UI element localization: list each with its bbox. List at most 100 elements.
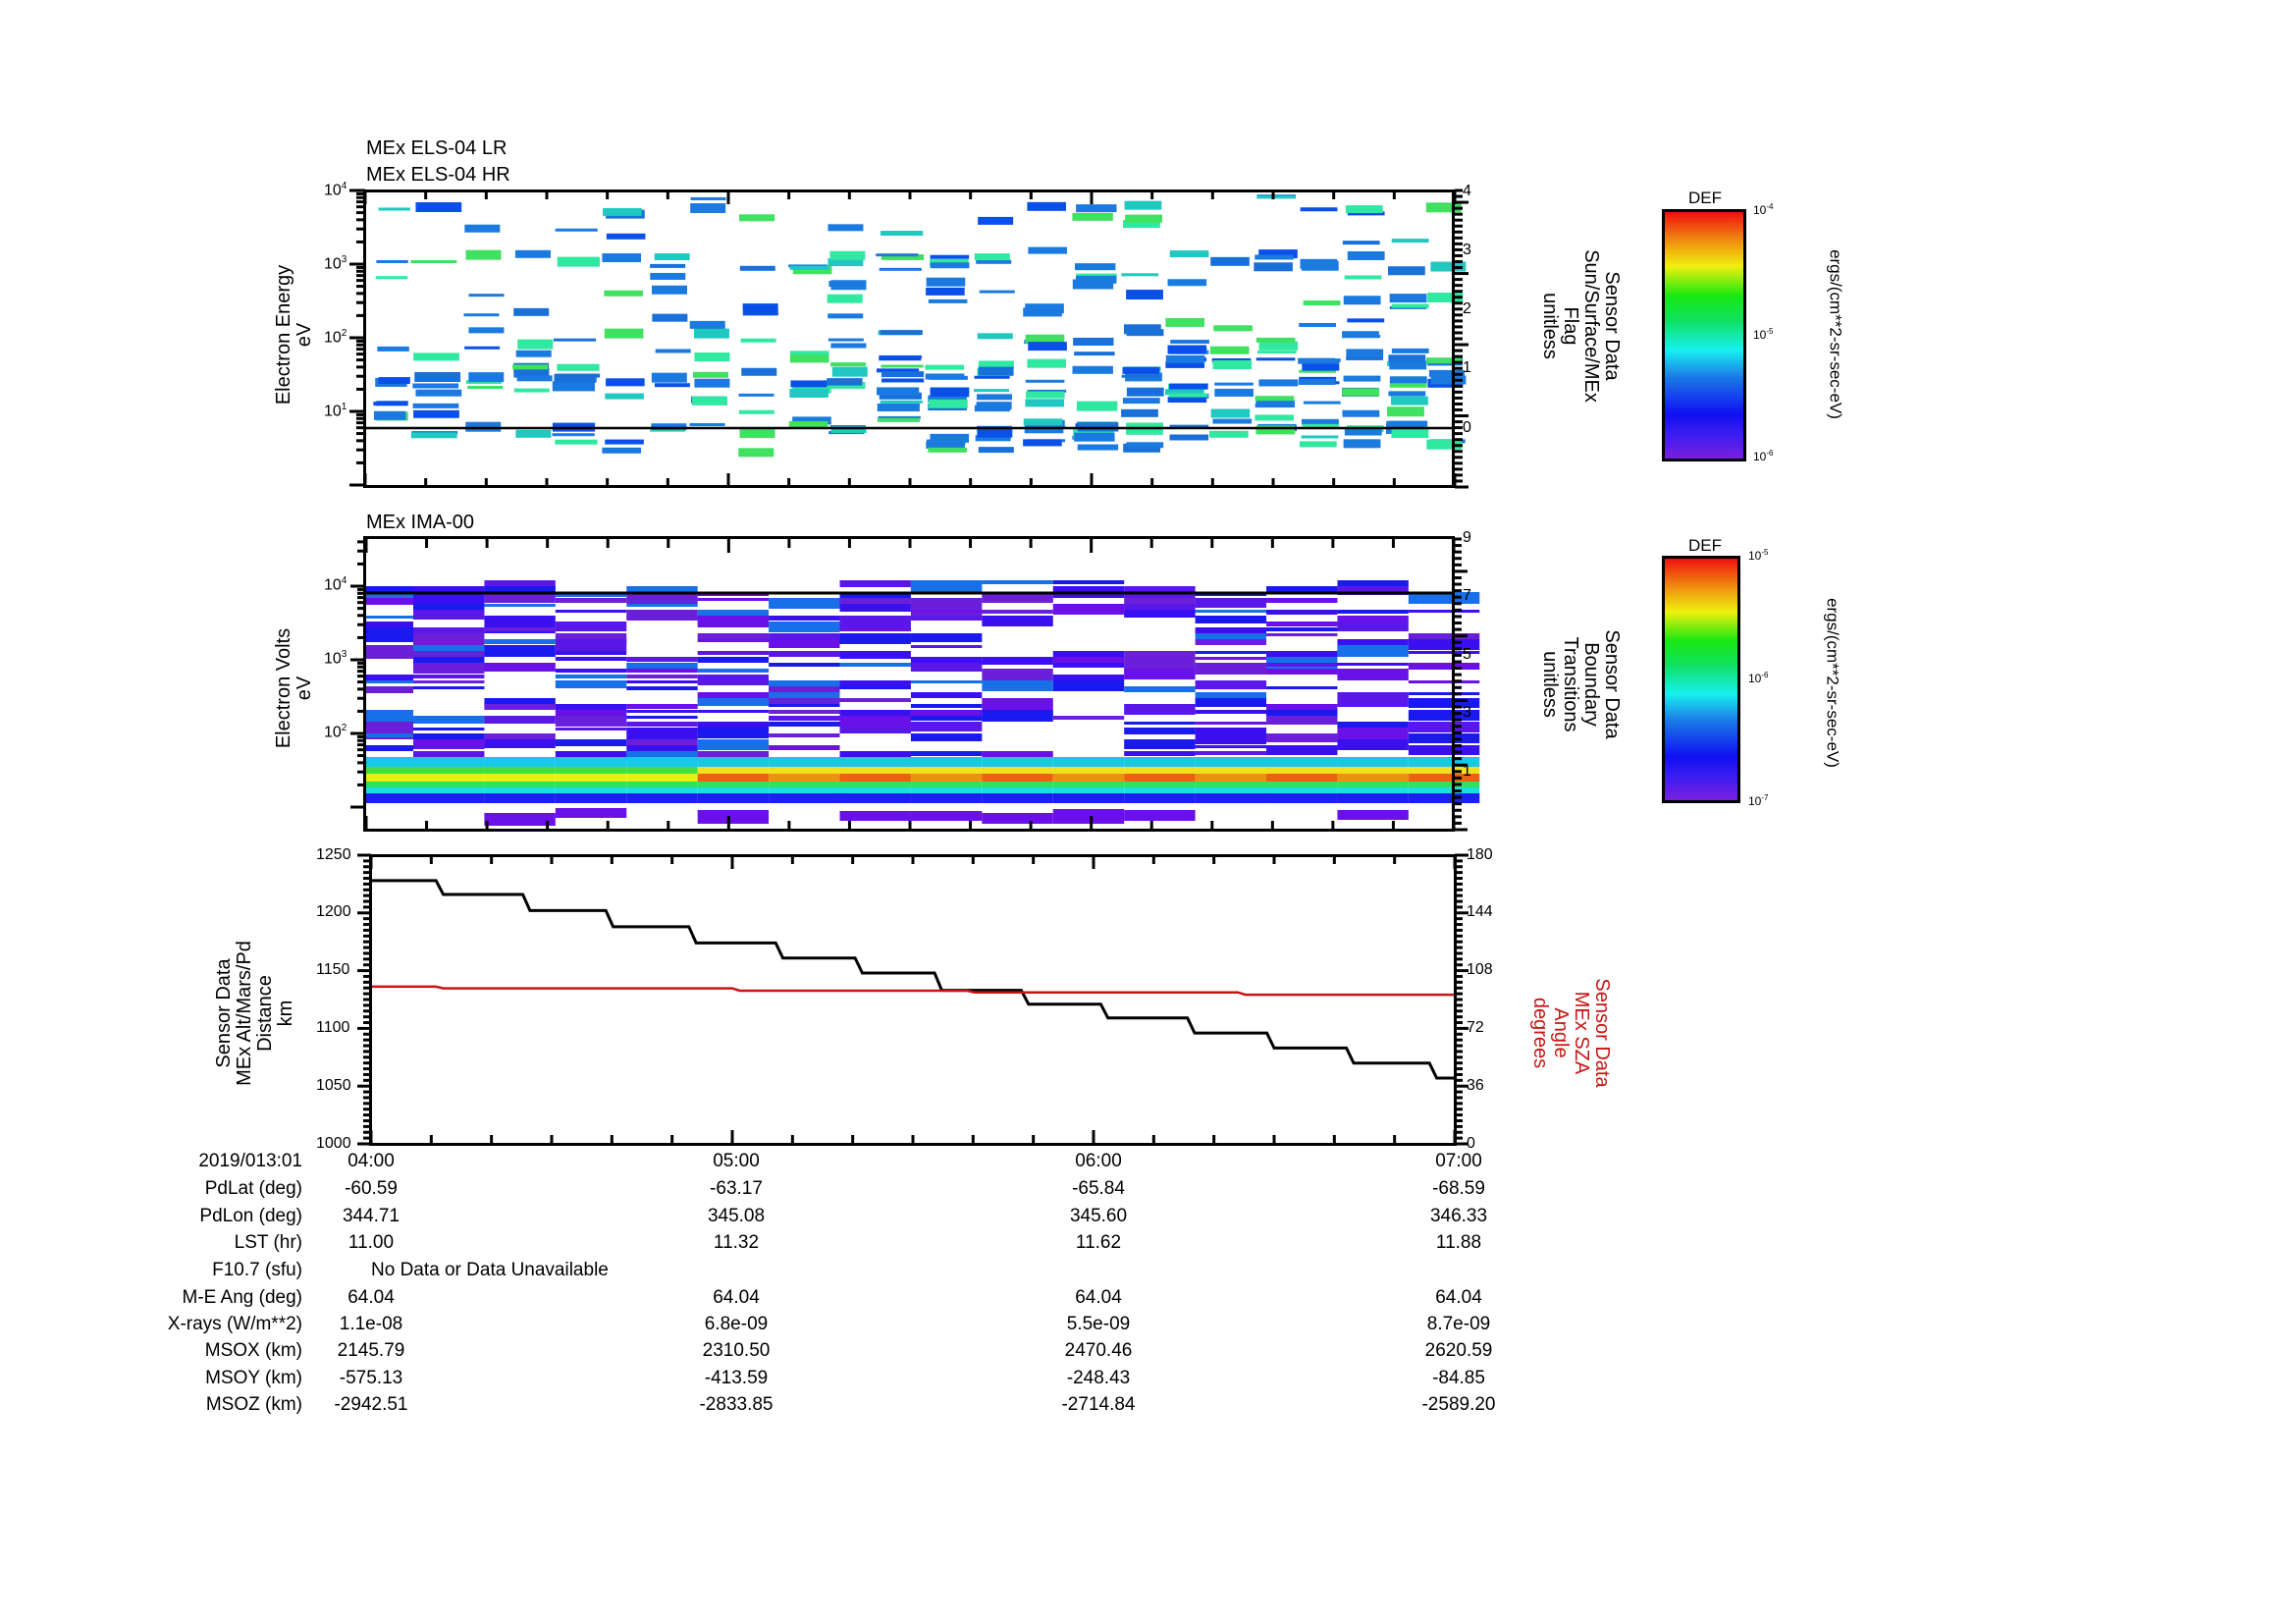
ima-cb-mid: 10-6: [1748, 671, 1769, 685]
eph-row-value: 64.04: [1435, 1287, 1482, 1308]
eph-row-value: 2310.50: [702, 1340, 771, 1361]
eph-row-value: 5.5e-09: [1066, 1314, 1131, 1334]
els-ytick-1e3: 103: [324, 254, 347, 273]
eph-row-value: 6.8e-09: [704, 1314, 769, 1334]
ima-colorbar-title: DEF: [1688, 536, 1722, 555]
eph-row-label: PdLat (deg): [204, 1178, 302, 1199]
orbit-ltick-1100: 1100: [316, 1019, 350, 1036]
els-title-line2: MEx ELS-04 HR: [366, 164, 510, 186]
eph-row-value: 2620.59: [1424, 1340, 1493, 1361]
els-colorbar-title: DEF: [1688, 189, 1722, 207]
els-ytick-1e4: 104: [324, 181, 347, 199]
orbit-rtick-36: 36: [1467, 1077, 1484, 1094]
eph-row-label: X-rays (W/m**2): [167, 1314, 302, 1334]
ima-ytick-1e3: 103: [324, 649, 347, 668]
els-ytick-1e2: 102: [324, 328, 347, 347]
els-right-axis-label: Sensor Data Sun/Surface/MEx Flag unitles…: [1539, 249, 1623, 403]
eph-row-value: -2589.20: [1421, 1394, 1496, 1415]
ima-colorbar-units: ergs/(cm**2-sr-sec-eV): [1823, 598, 1842, 768]
els-rtick-2: 2: [1463, 300, 1471, 317]
eph-row-label: PdLon (deg): [199, 1206, 302, 1226]
els-cb-min: 10-6: [1753, 449, 1774, 463]
orbit-rtick-108: 108: [1467, 961, 1493, 978]
eph-row-label: MSOX (km): [204, 1340, 302, 1361]
eph-row-value: 2470.46: [1064, 1340, 1133, 1361]
eph-time-3: 07:00: [1435, 1151, 1482, 1171]
ima-title: MEx IMA-00: [366, 512, 475, 533]
els-rtick-3: 3: [1463, 242, 1471, 258]
ima-cb-max: 10-5: [1748, 548, 1769, 563]
eph-row-value: 11.00: [347, 1232, 395, 1253]
eph-time-2: 06:00: [1075, 1151, 1122, 1171]
orbit-ltick-1050: 1050: [316, 1077, 351, 1094]
eph-row-value: -63.17: [710, 1178, 763, 1199]
eph-row-value: -60.59: [345, 1178, 398, 1199]
eph-row-value: -65.84: [1072, 1178, 1125, 1199]
eph-row-value: 1.1e-08: [339, 1314, 403, 1334]
eph-row-label: MSOZ (km): [205, 1394, 302, 1415]
orbit-ltick-1000: 1000: [316, 1135, 351, 1152]
els-cb-max: 10-4: [1753, 202, 1774, 217]
els-spectrogram: [349, 189, 1468, 489]
els-ytick-1e1: 101: [324, 402, 347, 420]
orbit-right-axis-label: Sensor Data MEx SZA Angle degrees: [1529, 978, 1613, 1088]
orbit-rtick-72: 72: [1467, 1019, 1484, 1036]
orbit-ltick-1150: 1150: [316, 961, 350, 978]
els-rtick-0: 0: [1463, 419, 1471, 436]
ima-ytick-1e4: 104: [324, 575, 347, 594]
orbit-left-axis-label: Sensor Data MEx Alt/Mars/Pd Distance km: [213, 941, 296, 1086]
eph-row-label: M-E Ang (deg): [182, 1287, 303, 1308]
eph-row-label: MSOY (km): [205, 1368, 302, 1388]
eph-row-value: -84.85: [1432, 1368, 1485, 1388]
eph-row-value: 345.08: [707, 1206, 766, 1226]
ima-rtick-9: 9: [1463, 529, 1471, 546]
eph-row-value: -2714.84: [1061, 1394, 1136, 1415]
eph-row-value: 11.88: [1435, 1232, 1482, 1253]
els-colorbar-units: ergs/(cm**2-sr-sec-eV): [1826, 249, 1845, 419]
ima-ytick-1e2: 102: [324, 723, 347, 741]
eph-row-value: 11.62: [1075, 1232, 1122, 1253]
ima-right-axis-label: Sensor Data Boundary Transitions unitles…: [1539, 629, 1623, 739]
eph-row-value: -248.43: [1066, 1368, 1131, 1388]
orbit-rtick-144: 144: [1467, 903, 1493, 920]
eph-row-value: 345.60: [1069, 1206, 1128, 1226]
eph-time-0: 04:00: [347, 1151, 395, 1171]
eph-row-value: 344.71: [342, 1206, 400, 1226]
eph-row-value: 64.04: [713, 1287, 760, 1308]
eph-row-label: F10.7 (sfu): [212, 1260, 302, 1280]
orbit-ltick-1250: 1250: [316, 846, 351, 863]
orbit-line-plot: [357, 853, 1468, 1146]
eph-row-value: -413.59: [704, 1368, 769, 1388]
orbit-rtick-0: 0: [1467, 1135, 1475, 1152]
els-title-line1: MEx ELS-04 LR: [366, 137, 507, 159]
eph-time-1: 05:00: [713, 1151, 760, 1171]
ima-rtick-3: 3: [1463, 704, 1471, 721]
ima-y-axis-label: Electron Volts eV: [273, 627, 315, 749]
eph-row-value: -2833.85: [699, 1394, 774, 1415]
eph-row-value: 346.33: [1429, 1206, 1488, 1226]
eph-row-value: 64.04: [347, 1287, 395, 1308]
eph-row-value: 2145.79: [337, 1340, 405, 1361]
els-colorbar: [1662, 209, 1746, 461]
ima-colorbar: [1662, 556, 1740, 803]
eph-row-value: -575.13: [339, 1368, 403, 1388]
orbit-rtick-180: 180: [1467, 846, 1493, 863]
ima-rtick-5: 5: [1463, 646, 1471, 663]
eph-row-value: -2942.51: [334, 1394, 408, 1415]
eph-row-value: 64.04: [1075, 1287, 1122, 1308]
els-y-axis-label: Electron Energy eV: [273, 264, 315, 406]
eph-row-label: LST (hr): [234, 1232, 302, 1253]
ima-rtick-1: 1: [1463, 763, 1471, 780]
eph-header-label: 2019/013:01: [198, 1151, 302, 1171]
els-rtick-1: 1: [1463, 359, 1471, 376]
ima-rtick-7: 7: [1463, 587, 1471, 604]
eph-row-note: No Data or Data Unavailable: [371, 1260, 609, 1280]
orbit-ltick-1200: 1200: [316, 903, 351, 920]
ima-spectrogram: [350, 537, 1480, 832]
eph-row-value: 11.32: [713, 1232, 760, 1253]
ima-cb-min: 10-7: [1748, 793, 1769, 808]
eph-row-value: -68.59: [1432, 1178, 1485, 1199]
eph-row-value: 8.7e-09: [1426, 1314, 1491, 1334]
els-cb-mid: 10-5: [1753, 327, 1774, 342]
els-rtick-4: 4: [1463, 183, 1471, 199]
